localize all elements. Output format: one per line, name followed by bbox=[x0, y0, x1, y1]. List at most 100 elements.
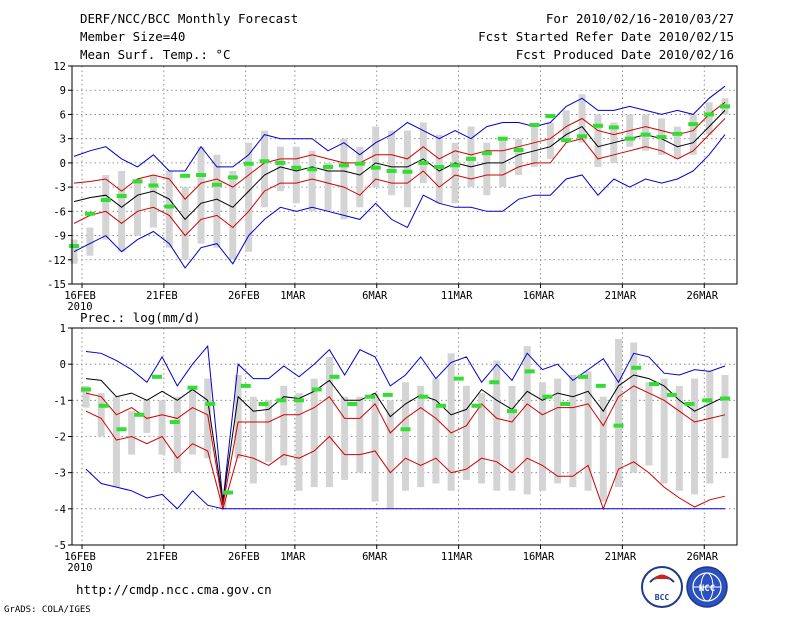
observation-mark bbox=[382, 392, 393, 397]
x-tick-label: 16FEB bbox=[64, 290, 96, 302]
observation-mark bbox=[259, 159, 270, 164]
series-max-line bbox=[85, 344, 726, 502]
observation-mark bbox=[545, 114, 556, 119]
observation-mark bbox=[180, 173, 191, 178]
observation-mark bbox=[134, 412, 145, 417]
spread-box bbox=[324, 162, 332, 212]
spread-box bbox=[483, 142, 491, 196]
y-tick-label: -3 bbox=[53, 182, 66, 194]
observation-mark bbox=[148, 183, 159, 188]
observation-mark bbox=[608, 125, 619, 130]
observation-mark bbox=[347, 401, 358, 406]
observation-mark bbox=[100, 198, 111, 203]
observation-mark bbox=[132, 179, 143, 184]
y-tick-label: -15 bbox=[47, 279, 66, 291]
spread-box bbox=[295, 393, 303, 491]
observation-mark bbox=[720, 396, 730, 401]
x-tick-label: 11MAR bbox=[441, 551, 473, 563]
x-tick-label: 21MAR bbox=[605, 290, 637, 302]
observation-mark bbox=[524, 369, 535, 374]
spread-box bbox=[721, 375, 729, 459]
observation-mark bbox=[311, 387, 322, 392]
spread-box bbox=[234, 375, 242, 459]
spread-box bbox=[102, 175, 110, 240]
x-tick-label: 6MAR bbox=[362, 551, 388, 563]
x-tick-label: 21FEB bbox=[146, 551, 178, 563]
spread-box bbox=[128, 411, 136, 455]
spread-box bbox=[402, 382, 409, 491]
spread-box bbox=[356, 396, 364, 473]
observation-mark bbox=[152, 374, 162, 379]
spread-box bbox=[165, 170, 173, 248]
observation-mark bbox=[529, 122, 540, 127]
x-tick-label: 21MAR bbox=[605, 551, 637, 563]
observation-mark bbox=[329, 374, 340, 379]
grads-credit: GrADS: COLA/IGES bbox=[4, 605, 91, 615]
observation-mark bbox=[578, 374, 588, 379]
observation-mark bbox=[243, 161, 254, 166]
observation-mark bbox=[684, 401, 695, 406]
started-date: Fcst Started Refer Date 2010/02/15 bbox=[478, 29, 734, 44]
member-size: Member Size=40 bbox=[80, 29, 185, 44]
observation-mark bbox=[402, 169, 413, 174]
spread-box bbox=[386, 400, 394, 509]
x-tick-label: 26FEB bbox=[228, 551, 260, 563]
x-tick-label: 21FEB bbox=[146, 290, 178, 302]
observation-mark bbox=[453, 376, 464, 381]
spread-box bbox=[435, 134, 443, 204]
observation-mark bbox=[98, 403, 109, 408]
spread-box bbox=[523, 346, 531, 495]
spread-box bbox=[493, 360, 501, 491]
observation-mark bbox=[613, 423, 624, 428]
x-tick-label: 16MAR bbox=[523, 551, 555, 563]
spread-box bbox=[112, 396, 120, 488]
spread-box bbox=[97, 393, 105, 437]
observation-mark bbox=[595, 383, 606, 388]
observation-mark bbox=[418, 394, 429, 399]
observation-mark bbox=[489, 380, 500, 385]
spread-box bbox=[86, 227, 94, 256]
plot-frame bbox=[71, 65, 738, 285]
ncc-logo: NCC bbox=[686, 566, 728, 608]
x-tick-label: 1MAR bbox=[280, 551, 306, 563]
observation-mark bbox=[338, 163, 349, 168]
spread-box bbox=[181, 187, 189, 260]
observation-mark bbox=[497, 136, 508, 141]
observation-mark bbox=[666, 392, 677, 397]
observation-mark bbox=[354, 161, 365, 166]
spread-box bbox=[70, 239, 78, 264]
observation-mark bbox=[481, 151, 492, 156]
spread-box bbox=[432, 378, 440, 484]
y-tick-label: -4 bbox=[53, 504, 66, 516]
observation-mark bbox=[560, 401, 571, 406]
source-url[interactable]: http://cmdp.ncc.cma.gov.cn bbox=[76, 582, 272, 597]
y-tick-label: -1 bbox=[53, 395, 66, 407]
spread-box bbox=[213, 154, 221, 248]
chart-title: DERF/NCC/BCC Monthly Forecast bbox=[80, 11, 298, 26]
spread-box bbox=[308, 150, 316, 212]
spread-box bbox=[173, 396, 181, 473]
observation-mark bbox=[631, 365, 642, 370]
y-tick-label: -6 bbox=[53, 206, 66, 218]
observation-mark bbox=[507, 409, 517, 414]
spread-box bbox=[530, 126, 538, 167]
observation-mark bbox=[116, 193, 127, 198]
observation-mark bbox=[471, 403, 482, 408]
observation-mark bbox=[275, 160, 286, 165]
spread-box bbox=[204, 378, 212, 459]
variable-label: Mean Surf. Temp.: °C bbox=[80, 47, 231, 62]
spread-box bbox=[451, 142, 459, 204]
observation-mark bbox=[323, 164, 334, 169]
observation-mark bbox=[291, 165, 302, 170]
spread-box bbox=[660, 378, 668, 484]
spread-box bbox=[546, 122, 554, 159]
spread-box bbox=[403, 130, 411, 208]
observation-mark bbox=[169, 420, 180, 425]
x-tick-label: 26FEB bbox=[228, 290, 260, 302]
observation-mark bbox=[418, 160, 429, 165]
observation-mark bbox=[240, 383, 251, 388]
series-upper-line bbox=[73, 101, 726, 200]
observation-mark bbox=[720, 104, 730, 109]
observation-mark bbox=[164, 204, 175, 209]
spread-box bbox=[584, 371, 592, 491]
